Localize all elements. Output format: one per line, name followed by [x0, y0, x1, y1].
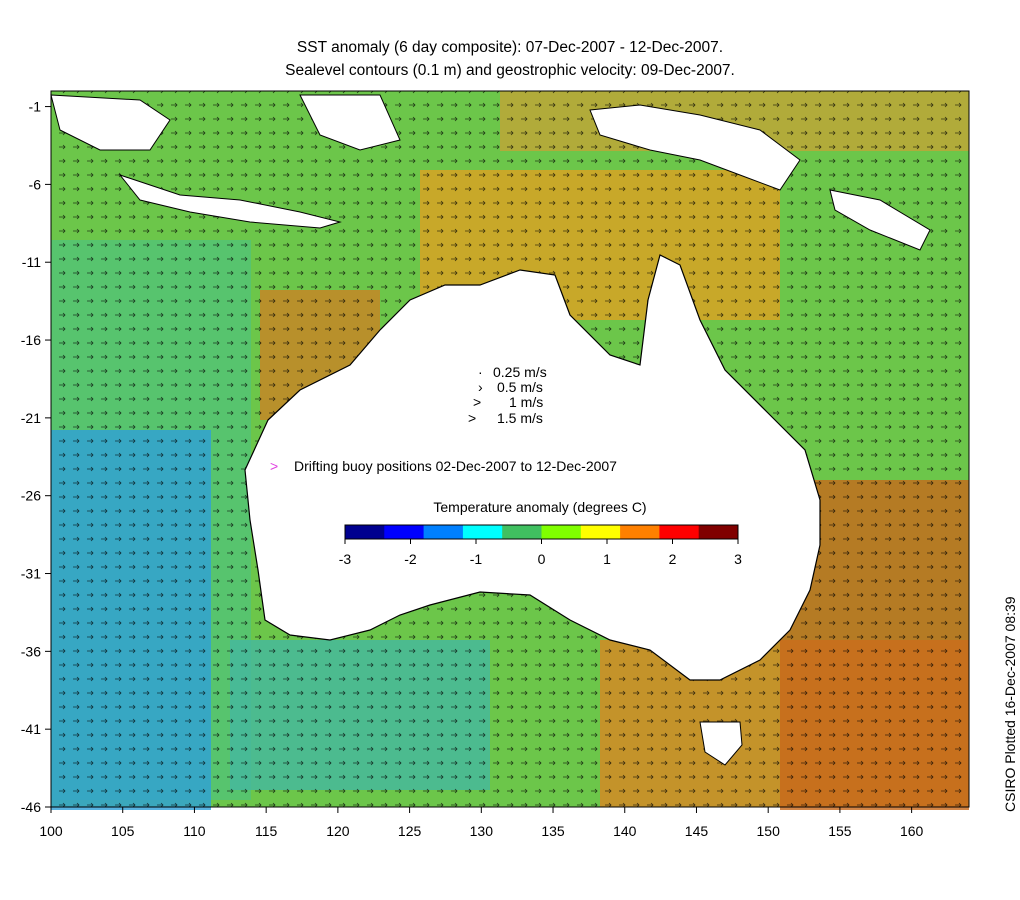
lat-tick-label: -11 — [22, 254, 41, 270]
lon-tick-label: 100 — [39, 823, 63, 839]
arrow-04: > — [468, 410, 476, 426]
latitude-axis: -1 -6 -11 -16 -21 -26 -31 -36 -41 -46 — [21, 99, 51, 815]
colorbar: Temperature anomaly (degrees C) -3 -2 -1 0 1… — [339, 499, 742, 567]
colorbar-tick-label: -1 — [470, 551, 483, 567]
lon-tick-label: 155 — [828, 823, 852, 839]
lat-tick-label: -1 — [29, 99, 42, 115]
lat-tick-label: -26 — [21, 488, 41, 504]
tasmania-landmass — [699, 721, 743, 766]
colorbar-tick-label: 2 — [669, 551, 677, 567]
colorbar-tick-label: -2 — [404, 551, 417, 567]
map-title-line-2: Sealevel contours (0.1 m) and geostrophi… — [285, 62, 735, 79]
lat-tick-label: -41 — [21, 721, 41, 737]
lat-tick-label: -6 — [29, 176, 42, 192]
land-north — [50, 94, 931, 251]
lat-tick-label: -46 — [21, 799, 41, 815]
colorbar-tick-label: 1 — [603, 551, 611, 567]
lon-tick-label: 140 — [613, 823, 637, 839]
colorbar-swatch — [580, 525, 621, 539]
lat-tick-label: -36 — [21, 643, 41, 659]
colorbar-ticks: -3 -2 -1 0 1 2 3 — [339, 539, 742, 567]
buoy-marker-icon: > — [270, 458, 278, 474]
velocity-legend-item: 1.5 m/s — [497, 410, 543, 426]
colorbar-swatch — [659, 525, 700, 539]
lon-tick-label: 135 — [541, 823, 565, 839]
colorbar-tick-label: 3 — [734, 551, 742, 567]
colorbar-swatch — [541, 525, 582, 539]
velocity-legend-item: 0.5 m/s — [497, 379, 543, 395]
colorbar-swatch — [423, 525, 464, 539]
arrow-03: > — [473, 394, 481, 410]
arrow-02: › — [478, 379, 483, 395]
australia-landmass — [244, 254, 821, 681]
lat-tick-label: -31 — [21, 566, 41, 582]
longitude-axis: 100 105 110 115 120 125 130 135 140 145 150 155 160 — [39, 807, 924, 839]
velocity-legend: · › > > 0.25 m/s 0.5 m/s 1 m/s 1.5 m/s — [468, 364, 547, 426]
buoy-legend: > Drifting buoy positions 02-Dec-2007 to… — [270, 458, 617, 474]
map-title-line-1: SST anomaly (6 day composite): 07-Dec-20… — [296, 39, 724, 56]
lon-tick-label: 105 — [111, 823, 135, 839]
credit-text: CSIRO Plotted 16-Dec-2007 08:39 — [1002, 596, 1018, 812]
colorbar-swatch — [384, 525, 425, 539]
colorbar-swatch — [698, 525, 739, 539]
colorbar-swatch — [502, 525, 542, 539]
velocity-legend-item: 0.25 m/s — [493, 364, 547, 380]
colorbar-title: Temperature anomaly (degrees C) — [433, 499, 646, 515]
lon-tick-label: 115 — [255, 823, 278, 839]
colorbar-swatch — [462, 525, 503, 539]
colorbar-tick-label: -3 — [339, 551, 352, 567]
lon-tick-label: 120 — [326, 823, 350, 839]
buoy-legend-label: Drifting buoy positions 02-Dec-2007 to 1… — [294, 458, 617, 474]
lon-tick-label: 130 — [470, 823, 494, 839]
lat-tick-label: -16 — [21, 332, 41, 348]
lon-tick-label: 150 — [757, 823, 781, 839]
lon-tick-label: 145 — [685, 823, 709, 839]
lat-tick-label: -21 — [21, 410, 41, 426]
colorbar-swatch — [345, 525, 385, 539]
colorbar-swatch — [620, 525, 660, 539]
map-frame — [50, 90, 970, 808]
lon-tick-label: 110 — [183, 823, 206, 839]
lon-tick-label: 125 — [398, 823, 422, 839]
lon-tick-label: 160 — [900, 823, 924, 839]
colorbar-tick-label: 0 — [538, 551, 546, 567]
arrow-01: · — [478, 364, 483, 380]
colorbar-swatches — [345, 525, 739, 539]
velocity-legend-item: 1 m/s — [509, 394, 543, 410]
